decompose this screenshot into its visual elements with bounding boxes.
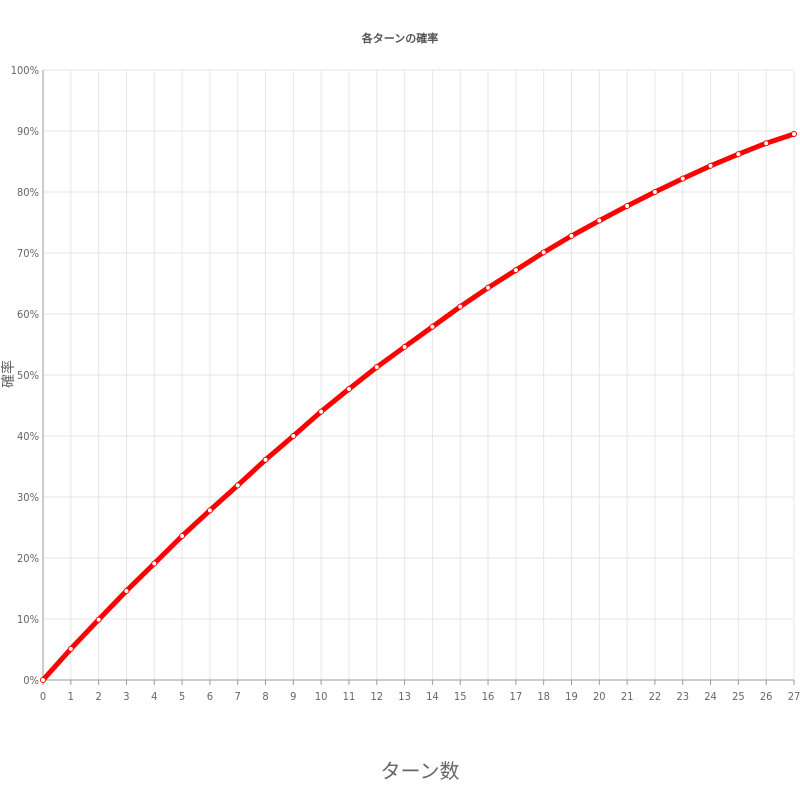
x-axis-label: ターン数	[381, 759, 460, 783]
data-point	[290, 433, 297, 439]
data-point	[512, 267, 519, 274]
x-tick-label: 15	[454, 690, 467, 703]
tick-labels: 0%10%20%30%40%50%60%70%80%90%100%0 1 2 3 4 5 6…	[11, 64, 800, 703]
chart-title: 各ターンの確率	[361, 31, 438, 45]
x-tick-label: 22	[649, 690, 662, 703]
x-tick-label: 6	[207, 690, 213, 703]
data-point	[123, 587, 130, 594]
y-tick-label: 50%	[17, 369, 39, 382]
x-tick-label: 16	[482, 690, 495, 703]
data-point	[707, 162, 714, 169]
gridlines	[43, 69, 795, 680]
y-tick-label: 0%	[23, 674, 39, 687]
y-tick-label: 60%	[17, 308, 39, 321]
series-layer	[40, 131, 797, 683]
data-point	[40, 677, 46, 683]
y-tick-label: 10%	[17, 613, 39, 626]
x-tick-label: 3	[123, 690, 129, 703]
data-point	[791, 131, 797, 138]
x-tick-label: 12	[370, 690, 383, 703]
x-tick-label: 18	[537, 690, 550, 703]
x-tick-label: 14	[426, 690, 439, 703]
data-point	[651, 189, 658, 195]
data-point	[596, 217, 603, 224]
data-point	[624, 203, 631, 210]
data-point	[457, 303, 464, 310]
y-tick-label: 40%	[17, 430, 39, 443]
x-tick-label: 0	[40, 690, 46, 703]
data-point	[262, 456, 269, 463]
data-point	[151, 560, 158, 567]
x-tick-label: 8	[262, 690, 268, 703]
data-point	[95, 616, 102, 623]
data-point	[67, 645, 74, 652]
y-axis-label: 確率	[0, 360, 17, 388]
axes	[42, 70, 795, 685]
x-tick-label: 9	[290, 690, 296, 703]
x-tick-label: 17	[510, 690, 523, 703]
data-point	[679, 175, 686, 182]
data-point	[763, 140, 770, 147]
x-tick-label: 11	[343, 690, 356, 703]
x-tick-label: 10	[315, 690, 328, 703]
x-tick-label: 20	[593, 690, 606, 703]
x-tick-label: 23	[676, 690, 689, 703]
data-point	[401, 343, 408, 350]
data-point	[568, 232, 575, 239]
data-point	[345, 386, 352, 393]
x-tick-label: 4	[151, 690, 157, 703]
data-point	[735, 151, 742, 158]
y-tick-label: 90%	[17, 125, 39, 138]
y-tick-label: 30%	[17, 491, 39, 504]
x-tick-label: 7	[235, 690, 241, 703]
x-tick-label: 24	[704, 690, 717, 703]
y-tick-label: 70%	[17, 247, 39, 260]
x-tick-label: 1	[68, 690, 74, 703]
data-point	[485, 284, 492, 291]
data-point	[540, 249, 547, 256]
x-tick-label: 26	[760, 690, 773, 703]
y-tick-label: 20%	[17, 552, 39, 565]
data-point	[318, 408, 325, 415]
series-line	[40, 131, 797, 683]
x-tick-label: 2	[95, 690, 101, 703]
x-tick-label: 5	[179, 690, 185, 703]
data-point	[429, 323, 436, 330]
data-point	[373, 364, 380, 371]
x-tick-label: 27	[788, 690, 800, 703]
y-tick-label: 80%	[17, 186, 39, 199]
data-point	[234, 482, 241, 489]
data-point	[206, 507, 213, 514]
x-tick-label: 13	[398, 690, 411, 703]
y-tick-label: 100%	[11, 64, 39, 77]
x-tick-label: 19	[565, 690, 578, 703]
x-tick-label: 25	[732, 690, 745, 703]
data-point	[179, 533, 186, 540]
x-tick-label: 21	[621, 690, 634, 703]
